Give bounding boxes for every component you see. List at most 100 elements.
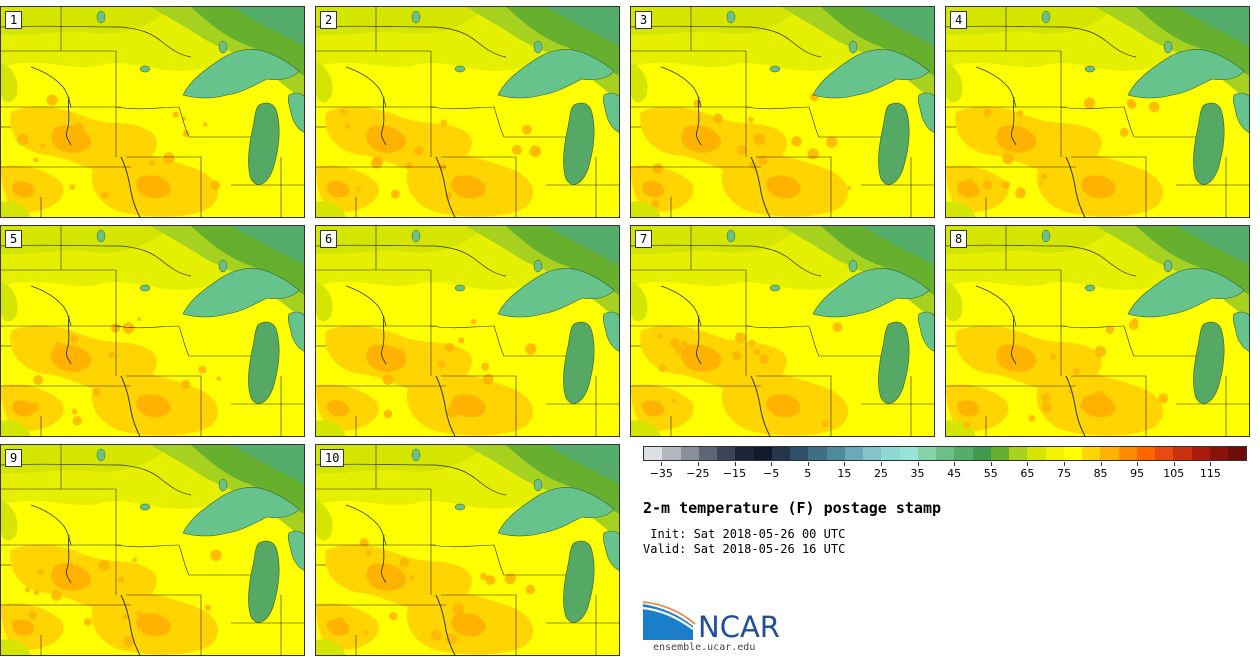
temperature-map — [631, 7, 934, 217]
colorbar-segment — [753, 447, 772, 460]
colorbar-segment — [1136, 447, 1155, 460]
colorbar-tick — [1173, 462, 1175, 466]
colorbar-segment — [808, 447, 827, 460]
colorbar-tick — [1137, 462, 1139, 466]
member-number-label: 7 — [635, 230, 653, 248]
colorbar-segment — [1063, 447, 1082, 460]
member-number-label: 3 — [635, 11, 653, 29]
colorbar-segment — [1100, 447, 1119, 460]
colorbar-tick-label: 65 — [1020, 467, 1035, 480]
member-number-label: 1 — [5, 11, 23, 29]
colorbar-tick — [990, 462, 992, 466]
member-panel: 8 — [945, 225, 1250, 437]
colorbar-tick-labels: −35 −25 −15 −5 5 15 25 35 45 55 65 75 85 95 105 115 — [643, 462, 1247, 480]
colorbar-tick — [917, 462, 919, 466]
colorbar-tick-label: 45 — [947, 467, 962, 480]
colorbar-tick-label: 25 — [873, 467, 888, 480]
colorbar-segment — [680, 447, 699, 460]
member-panel: 3 — [630, 6, 935, 218]
member-number-label: 6 — [320, 230, 338, 248]
colorbar-segment — [844, 447, 863, 460]
colorbar-segment — [1228, 447, 1247, 460]
colorbar-segment — [954, 447, 973, 460]
member-panel: 10 — [315, 444, 620, 656]
temperature-map — [316, 7, 619, 217]
colorbar-segment — [936, 447, 955, 460]
temperature-map — [316, 226, 619, 436]
member-number-label: 5 — [5, 230, 23, 248]
member-panel: 5 — [0, 225, 305, 437]
colorbar-tick-label: 95 — [1130, 467, 1145, 480]
colorbar-tick-label: 55 — [983, 467, 998, 480]
colorbar-tick — [807, 462, 809, 466]
member-panel: 1 — [0, 6, 305, 218]
colorbar-segment — [1118, 447, 1137, 460]
colorbar-tick — [954, 462, 956, 466]
temperature-map — [946, 226, 1249, 436]
colorbar-tick — [661, 462, 663, 466]
colorbar-segment — [698, 447, 717, 460]
colorbar-segment — [1209, 447, 1228, 460]
colorbar-segment — [1009, 447, 1028, 460]
member-panel: 4 — [945, 6, 1250, 218]
colorbar-tick-label: 115 — [1199, 467, 1221, 480]
colorbar-segment — [826, 447, 845, 460]
colorbar-segment — [1155, 447, 1174, 460]
colorbar-tick-label: 35 — [910, 467, 925, 480]
site-url: ensemble.ucar.edu — [653, 642, 756, 653]
colorbar-segment — [717, 447, 736, 460]
colorbar-segment — [1027, 447, 1046, 460]
member-panel: 2 — [315, 6, 620, 218]
valid-time: Valid: Sat 2018-05-26 16 UTC — [643, 542, 846, 556]
colorbar-segment — [1045, 447, 1064, 460]
member-number-label: 2 — [320, 11, 338, 29]
colorbar-tick-label: 15 — [837, 467, 852, 480]
temperature-map — [1, 226, 304, 436]
member-panel: 7 — [630, 225, 935, 437]
colorbar-segment — [917, 447, 936, 460]
member-number-label: 4 — [950, 11, 968, 29]
colorbar-segment — [662, 447, 681, 460]
temperature-map — [946, 7, 1249, 217]
colorbar-tick-label: 85 — [1093, 467, 1108, 480]
colorbar-tick — [1027, 462, 1029, 466]
colorbar-tick — [697, 462, 699, 466]
temperature-map — [316, 445, 619, 655]
temperature-map — [1, 7, 304, 217]
colorbar-tick-label: −25 — [686, 467, 710, 480]
colorbar-tick — [1100, 462, 1102, 466]
colorbar-tick-label: 5 — [804, 467, 812, 480]
ncar-logo-icon — [643, 601, 696, 640]
member-number-label: 10 — [320, 449, 345, 467]
colorbar-segment — [972, 447, 991, 460]
colorbar-segment — [990, 447, 1009, 460]
temperature-map — [1, 445, 304, 655]
colorbar-tick — [771, 462, 773, 466]
chart-title: 2-m temperature (F) postage stamp — [643, 499, 942, 517]
temperature-colorbar — [643, 446, 1247, 461]
colorbar-segment — [1191, 447, 1210, 460]
colorbar-tick-label: −35 — [649, 467, 673, 480]
colorbar-segment — [899, 447, 918, 460]
member-number-label: 8 — [950, 230, 968, 248]
ncar-logo-text: NCAR — [698, 610, 780, 644]
colorbar-segment — [790, 447, 809, 460]
colorbar-tick-label: −5 — [763, 467, 780, 480]
temperature-map — [631, 226, 934, 436]
colorbar-tick-label: −15 — [722, 467, 747, 480]
colorbar-segment — [644, 447, 663, 460]
colorbar-segment — [735, 447, 754, 460]
colorbar-segment — [881, 447, 900, 460]
colorbar-tick — [844, 462, 846, 466]
colorbar-tick-label: 75 — [1056, 467, 1071, 480]
colorbar-segment — [1173, 447, 1192, 460]
member-panel: 6 — [315, 225, 620, 437]
colorbar-tick-label: 105 — [1163, 467, 1185, 480]
colorbar-tick — [1063, 462, 1065, 466]
member-panel: 9 — [0, 444, 305, 656]
member-number-label: 9 — [5, 449, 23, 467]
colorbar-tick — [1210, 462, 1212, 466]
colorbar-tick — [734, 462, 736, 466]
colorbar-segment — [863, 447, 882, 460]
init-time: Init: Sat 2018-05-26 00 UTC — [643, 527, 846, 541]
